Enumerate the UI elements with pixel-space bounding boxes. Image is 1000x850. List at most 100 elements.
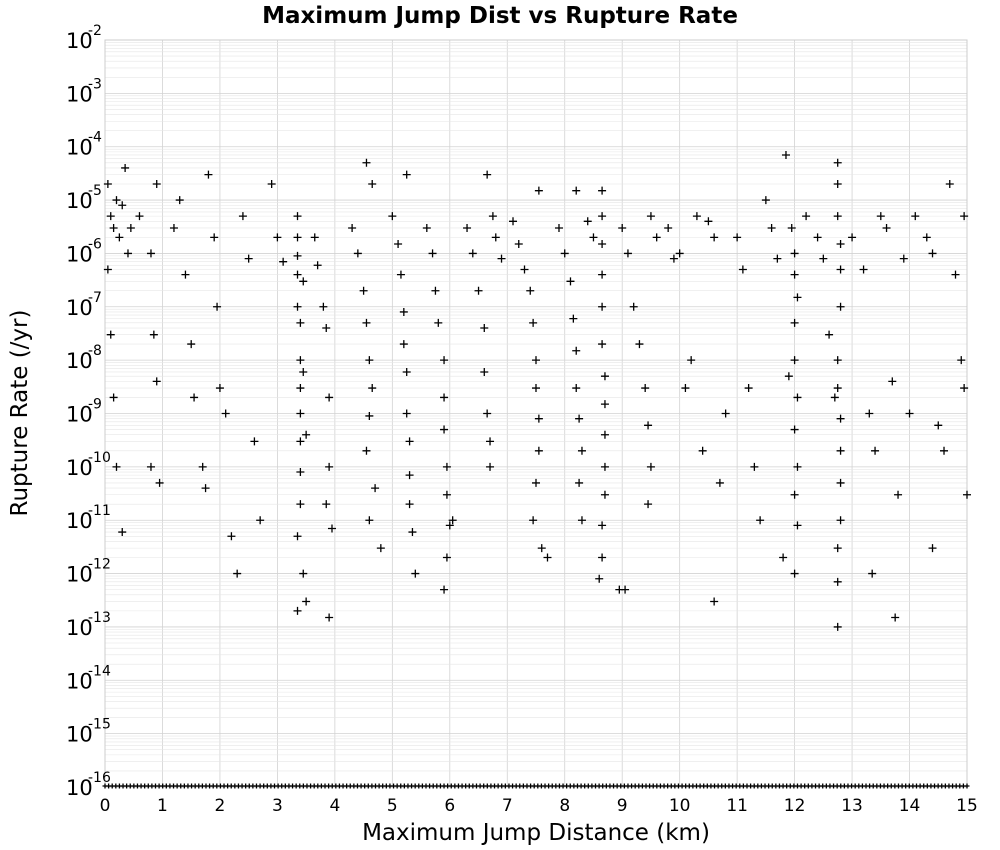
data-point (362, 318, 371, 327)
data-point (756, 516, 765, 525)
data-point (293, 532, 302, 541)
data-point (365, 411, 374, 420)
data-point (445, 521, 454, 530)
y-axis-label: Rupture Rate (/yr) (7, 310, 33, 517)
data-point (474, 286, 483, 295)
data-point (790, 569, 799, 578)
y-tick-base: 10 (66, 563, 93, 587)
data-point (589, 233, 598, 242)
y-tick-label: 10-13 (66, 610, 111, 640)
data-point (103, 180, 112, 189)
data-point (483, 409, 492, 418)
data-point (577, 516, 586, 525)
data-point (836, 414, 845, 423)
y-tick-base: 10 (66, 776, 93, 800)
data-point (279, 257, 288, 266)
x-tick-label: 1 (157, 796, 168, 816)
data-point (483, 170, 492, 179)
data-point (537, 544, 546, 553)
data-point (299, 569, 308, 578)
y-tick-exponent: -14 (88, 663, 111, 679)
data-point (353, 249, 362, 258)
data-point (813, 233, 822, 242)
y-tick-label: 10-12 (66, 557, 111, 587)
data-point (833, 577, 842, 586)
y-tick-base: 10 (66, 29, 93, 53)
data-point (790, 356, 799, 365)
data-point (761, 196, 770, 205)
y-tick-label: 10-7 (66, 290, 102, 320)
data-point (190, 393, 199, 402)
data-point (440, 585, 449, 594)
data-point (899, 254, 908, 263)
data-point (302, 430, 311, 439)
data-point (273, 233, 282, 242)
data-point (509, 217, 518, 226)
y-tick-base: 10 (66, 509, 93, 533)
data-point (293, 233, 302, 242)
data-point (155, 478, 164, 487)
data-point (169, 223, 178, 232)
data-point (532, 384, 540, 393)
data-point (534, 446, 543, 455)
data-point (598, 240, 607, 249)
data-point (957, 356, 966, 365)
data-point (514, 240, 523, 249)
data-point (848, 233, 857, 242)
data-point (681, 384, 690, 393)
data-point (368, 180, 377, 189)
data-point (126, 223, 135, 232)
data-point (376, 544, 385, 553)
data-point (405, 500, 414, 509)
data-point (629, 302, 638, 311)
y-tick-label: 10-14 (66, 663, 111, 693)
data-point (859, 265, 868, 274)
data-point (322, 500, 331, 509)
data-point (440, 393, 449, 402)
data-point (532, 478, 540, 487)
data-point (600, 462, 609, 471)
data-point (319, 302, 328, 311)
data-point (480, 324, 489, 333)
data-point (293, 251, 302, 260)
data-point (836, 516, 845, 525)
y-tick-label: 10-3 (66, 76, 102, 106)
y-tick-base: 10 (66, 136, 93, 160)
data-point (210, 233, 219, 242)
y-tick-label: 10-15 (66, 717, 111, 747)
data-point (491, 233, 500, 242)
x-tick-label: 13 (841, 796, 863, 816)
y-tick-base: 10 (66, 723, 93, 747)
data-point (793, 293, 802, 302)
data-point (402, 170, 411, 179)
data-point (526, 286, 535, 295)
data-point (825, 330, 834, 339)
data-point (244, 254, 253, 263)
data-point (891, 613, 900, 622)
data-point (575, 414, 584, 423)
data-point (368, 384, 377, 393)
data-point (394, 240, 403, 249)
data-points (103, 150, 971, 631)
data-point (293, 270, 302, 279)
data-point (767, 223, 776, 232)
data-point (233, 569, 242, 578)
data-point (213, 302, 222, 311)
data-point (922, 233, 931, 242)
floor-points (102, 783, 970, 789)
data-point (598, 186, 607, 195)
data-point (388, 212, 397, 221)
data-point (940, 446, 949, 455)
data-point (830, 393, 839, 402)
data-point (227, 532, 236, 541)
data-point (109, 223, 118, 232)
data-point (296, 384, 305, 393)
data-point (325, 613, 334, 622)
data-point (600, 490, 609, 499)
x-tick-labels: 0 1 2 3 4 5 6 7 8 9 10 11 12 13 14 15 (100, 796, 978, 816)
data-point (833, 356, 842, 365)
data-point (371, 484, 380, 493)
y-tick-exponent: -4 (88, 130, 102, 146)
data-point (876, 212, 885, 221)
